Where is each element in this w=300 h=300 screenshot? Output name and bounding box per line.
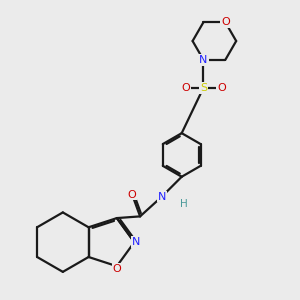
Text: S: S	[200, 82, 207, 93]
Text: H: H	[180, 200, 188, 209]
Text: O: O	[128, 190, 136, 200]
Text: O: O	[112, 264, 121, 274]
Text: O: O	[221, 17, 230, 27]
Text: N: N	[132, 237, 140, 247]
Text: N: N	[158, 192, 166, 202]
Text: N: N	[199, 55, 208, 65]
Text: O: O	[217, 82, 226, 93]
Text: O: O	[181, 82, 190, 93]
